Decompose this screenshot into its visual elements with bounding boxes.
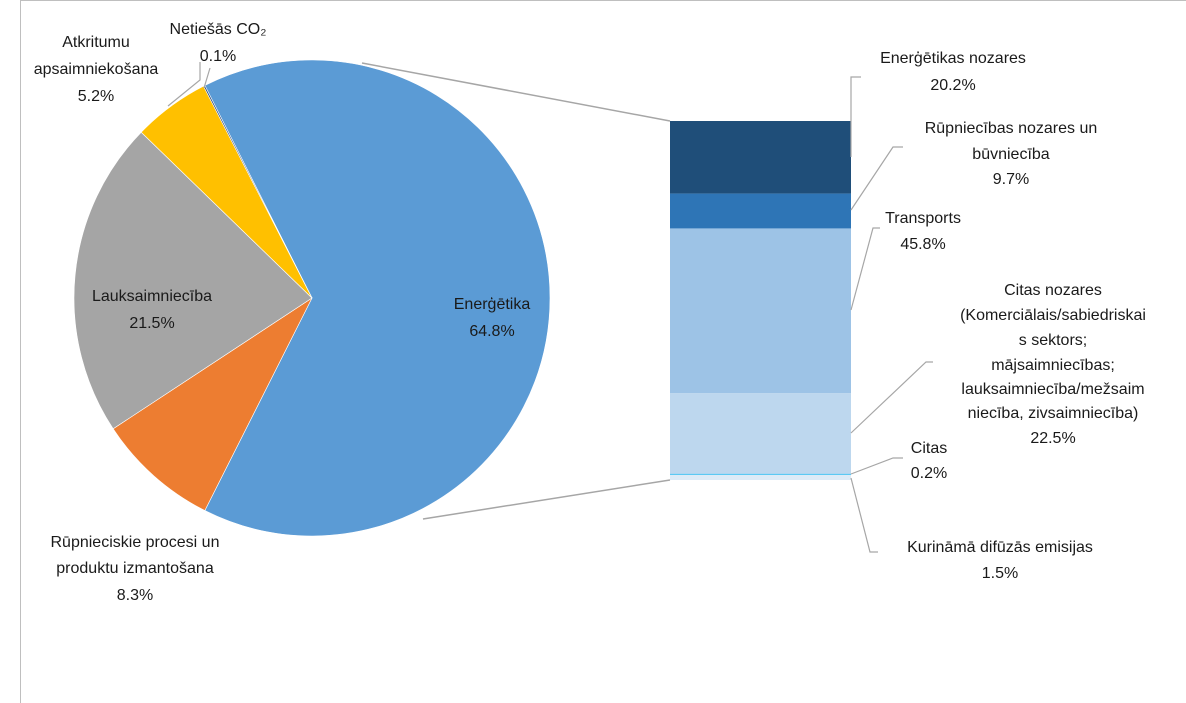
bar-label-energetikas-nozares: Enerģētikas nozares [880,49,1026,67]
bar-segment-rupniecibas-nozares-un-buvnieciba [670,193,851,229]
bar-value-citas-nozares: 22.5% [1030,430,1075,447]
bar-segment-citas [670,473,851,475]
bar-label-citas-nozares-line3: s sektors; [1019,332,1087,349]
pie-bar-connector-top [361,62,671,122]
pie [73,59,551,537]
bar-label-kurinama: Kurināmā difūzās emisijas [907,539,1093,556]
pie-slice-lauksaimnieciba [73,131,313,430]
pie-value-energetika: 64.8% [469,323,514,340]
leader-line-citas-nozares [850,361,933,434]
pie-label-rupnieciskie-line2: produktu izmantošana [56,560,214,577]
bar-segment-transports [670,228,851,394]
pie-label-lauksaimnieciba: Lauksaimniecība [92,288,212,305]
bar-segment-energetikas-nozares [670,121,851,194]
bar-label-citas-nozares-line5: lauksaimniecība/mežsaim [961,381,1144,398]
pie-label-atkritumu-line1: Atkritumu [62,34,130,51]
pie-slice-energetika [204,59,551,537]
leader-line-netiesas [203,67,211,89]
bar-label-citas-nozares-line4: mājsaimniecības; [991,357,1115,374]
bar-label-citas-nozares-line2: (Komerciālais/sabiedriskai [960,307,1146,324]
leader-line-energetikas-nozares [850,76,861,157]
leader-line-kurinama [850,477,878,553]
pie-value-rupnieciskie: 8.3% [117,587,153,604]
bar-label-transports: Transports [885,210,961,227]
leader-line-citas [850,457,903,475]
chart-frame [20,0,1186,703]
pie-value-lauksaimnieciba: 21.5% [129,315,174,332]
bar-segment-kurinama-difuzas-emisijas [670,474,851,480]
leader-line-transports [850,227,880,311]
bar-segment-citas-nozares-komercialais-sabiedriskais [670,393,851,474]
leader-line-rupniecibas [850,146,903,211]
bar-label-rupniecibas-line1: Rūpniecības nozares un [925,120,1098,137]
stacked-bar [670,121,851,480]
bar-value-energetikas-nozares: 20.2% [930,77,975,94]
pie-label-netiesas: Netiešās CO₂ [170,21,267,38]
pie-slice-rupnieciskie-procesi-un-produktu-izmanto [112,297,313,511]
bar-label-rupniecibas-line2: būvniecība [972,146,1049,163]
bar-value-kurinama: 1.5% [982,565,1018,582]
pie-value-atkritumu: 5.2% [78,88,114,105]
pie-label-atkritumu-line2: apsaimniekošana [34,61,159,78]
pie-label-rupnieciskie-line1: Rūpnieciskie procesi un [51,534,220,551]
pie-value-netiesas: 0.1% [200,48,236,65]
bar-value-citas: 0.2% [911,465,947,482]
bar-value-transports: 45.8% [900,236,945,253]
pie-bar-connector-bottom [422,479,671,520]
bar-value-rupniecibas: 9.7% [993,171,1029,188]
leader-line-atkritumu [167,62,201,107]
bar-label-citas-nozares-line1: Citas nozares [1004,282,1102,299]
pie-label-energetika: Enerģētika [454,295,531,313]
bar-label-citas-nozares-line6: niecība, zivsaimniecība) [968,405,1139,422]
bar-label-citas: Citas [911,440,947,457]
